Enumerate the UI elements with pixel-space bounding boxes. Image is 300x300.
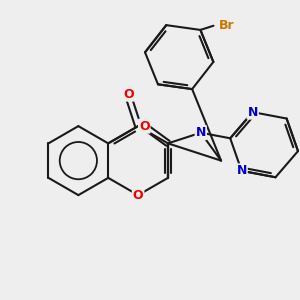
Text: O: O	[133, 189, 143, 202]
Text: O: O	[123, 88, 134, 100]
Text: N: N	[248, 106, 258, 118]
Text: O: O	[139, 120, 150, 133]
Text: N: N	[196, 126, 206, 139]
Text: N: N	[236, 164, 247, 177]
Text: Br: Br	[219, 19, 235, 32]
